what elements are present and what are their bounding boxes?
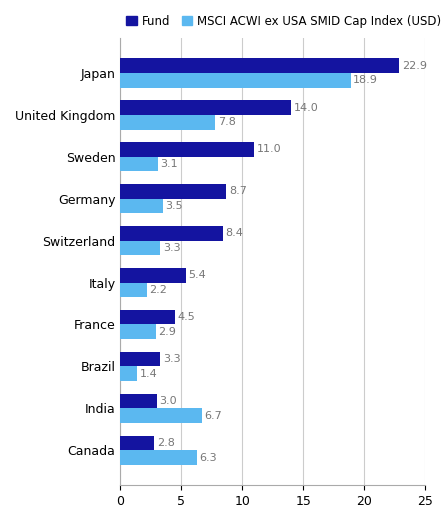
Bar bbox=[120, 282, 147, 297]
Bar bbox=[120, 394, 157, 408]
Bar bbox=[120, 241, 160, 255]
Bar bbox=[120, 142, 254, 157]
Text: 1.4: 1.4 bbox=[140, 369, 158, 379]
Text: 14.0: 14.0 bbox=[293, 103, 318, 112]
Bar bbox=[120, 226, 223, 241]
Text: 2.9: 2.9 bbox=[158, 327, 176, 337]
Text: 3.0: 3.0 bbox=[159, 396, 177, 406]
Text: 6.7: 6.7 bbox=[204, 411, 222, 420]
Text: 8.4: 8.4 bbox=[225, 229, 243, 238]
Bar bbox=[120, 115, 215, 130]
Text: 22.9: 22.9 bbox=[402, 61, 427, 71]
Text: 18.9: 18.9 bbox=[353, 75, 378, 85]
Text: 2.8: 2.8 bbox=[157, 438, 175, 448]
Bar bbox=[120, 199, 163, 213]
Bar bbox=[120, 100, 291, 115]
Legend: Fund, MSCI ACWI ex USA SMID Cap Index (USD): Fund, MSCI ACWI ex USA SMID Cap Index (U… bbox=[126, 15, 441, 28]
Bar bbox=[120, 450, 197, 465]
Text: 3.3: 3.3 bbox=[163, 243, 181, 253]
Text: 8.7: 8.7 bbox=[229, 186, 247, 196]
Bar bbox=[120, 310, 175, 324]
Bar bbox=[120, 352, 160, 367]
Text: 4.5: 4.5 bbox=[177, 312, 195, 322]
Text: 7.8: 7.8 bbox=[218, 117, 236, 127]
Text: 6.3: 6.3 bbox=[199, 452, 217, 463]
Bar bbox=[120, 58, 400, 73]
Bar bbox=[120, 436, 155, 450]
Text: 3.5: 3.5 bbox=[165, 201, 183, 211]
Bar bbox=[120, 408, 202, 423]
Bar bbox=[120, 184, 226, 199]
Bar bbox=[120, 73, 351, 88]
Bar bbox=[120, 157, 158, 172]
Text: 11.0: 11.0 bbox=[257, 144, 281, 154]
Text: 2.2: 2.2 bbox=[150, 285, 168, 295]
Text: 5.4: 5.4 bbox=[189, 270, 206, 280]
Text: 3.3: 3.3 bbox=[163, 354, 181, 364]
Bar bbox=[120, 268, 186, 282]
Bar bbox=[120, 367, 137, 381]
Text: 3.1: 3.1 bbox=[160, 159, 178, 169]
Bar bbox=[120, 324, 155, 339]
